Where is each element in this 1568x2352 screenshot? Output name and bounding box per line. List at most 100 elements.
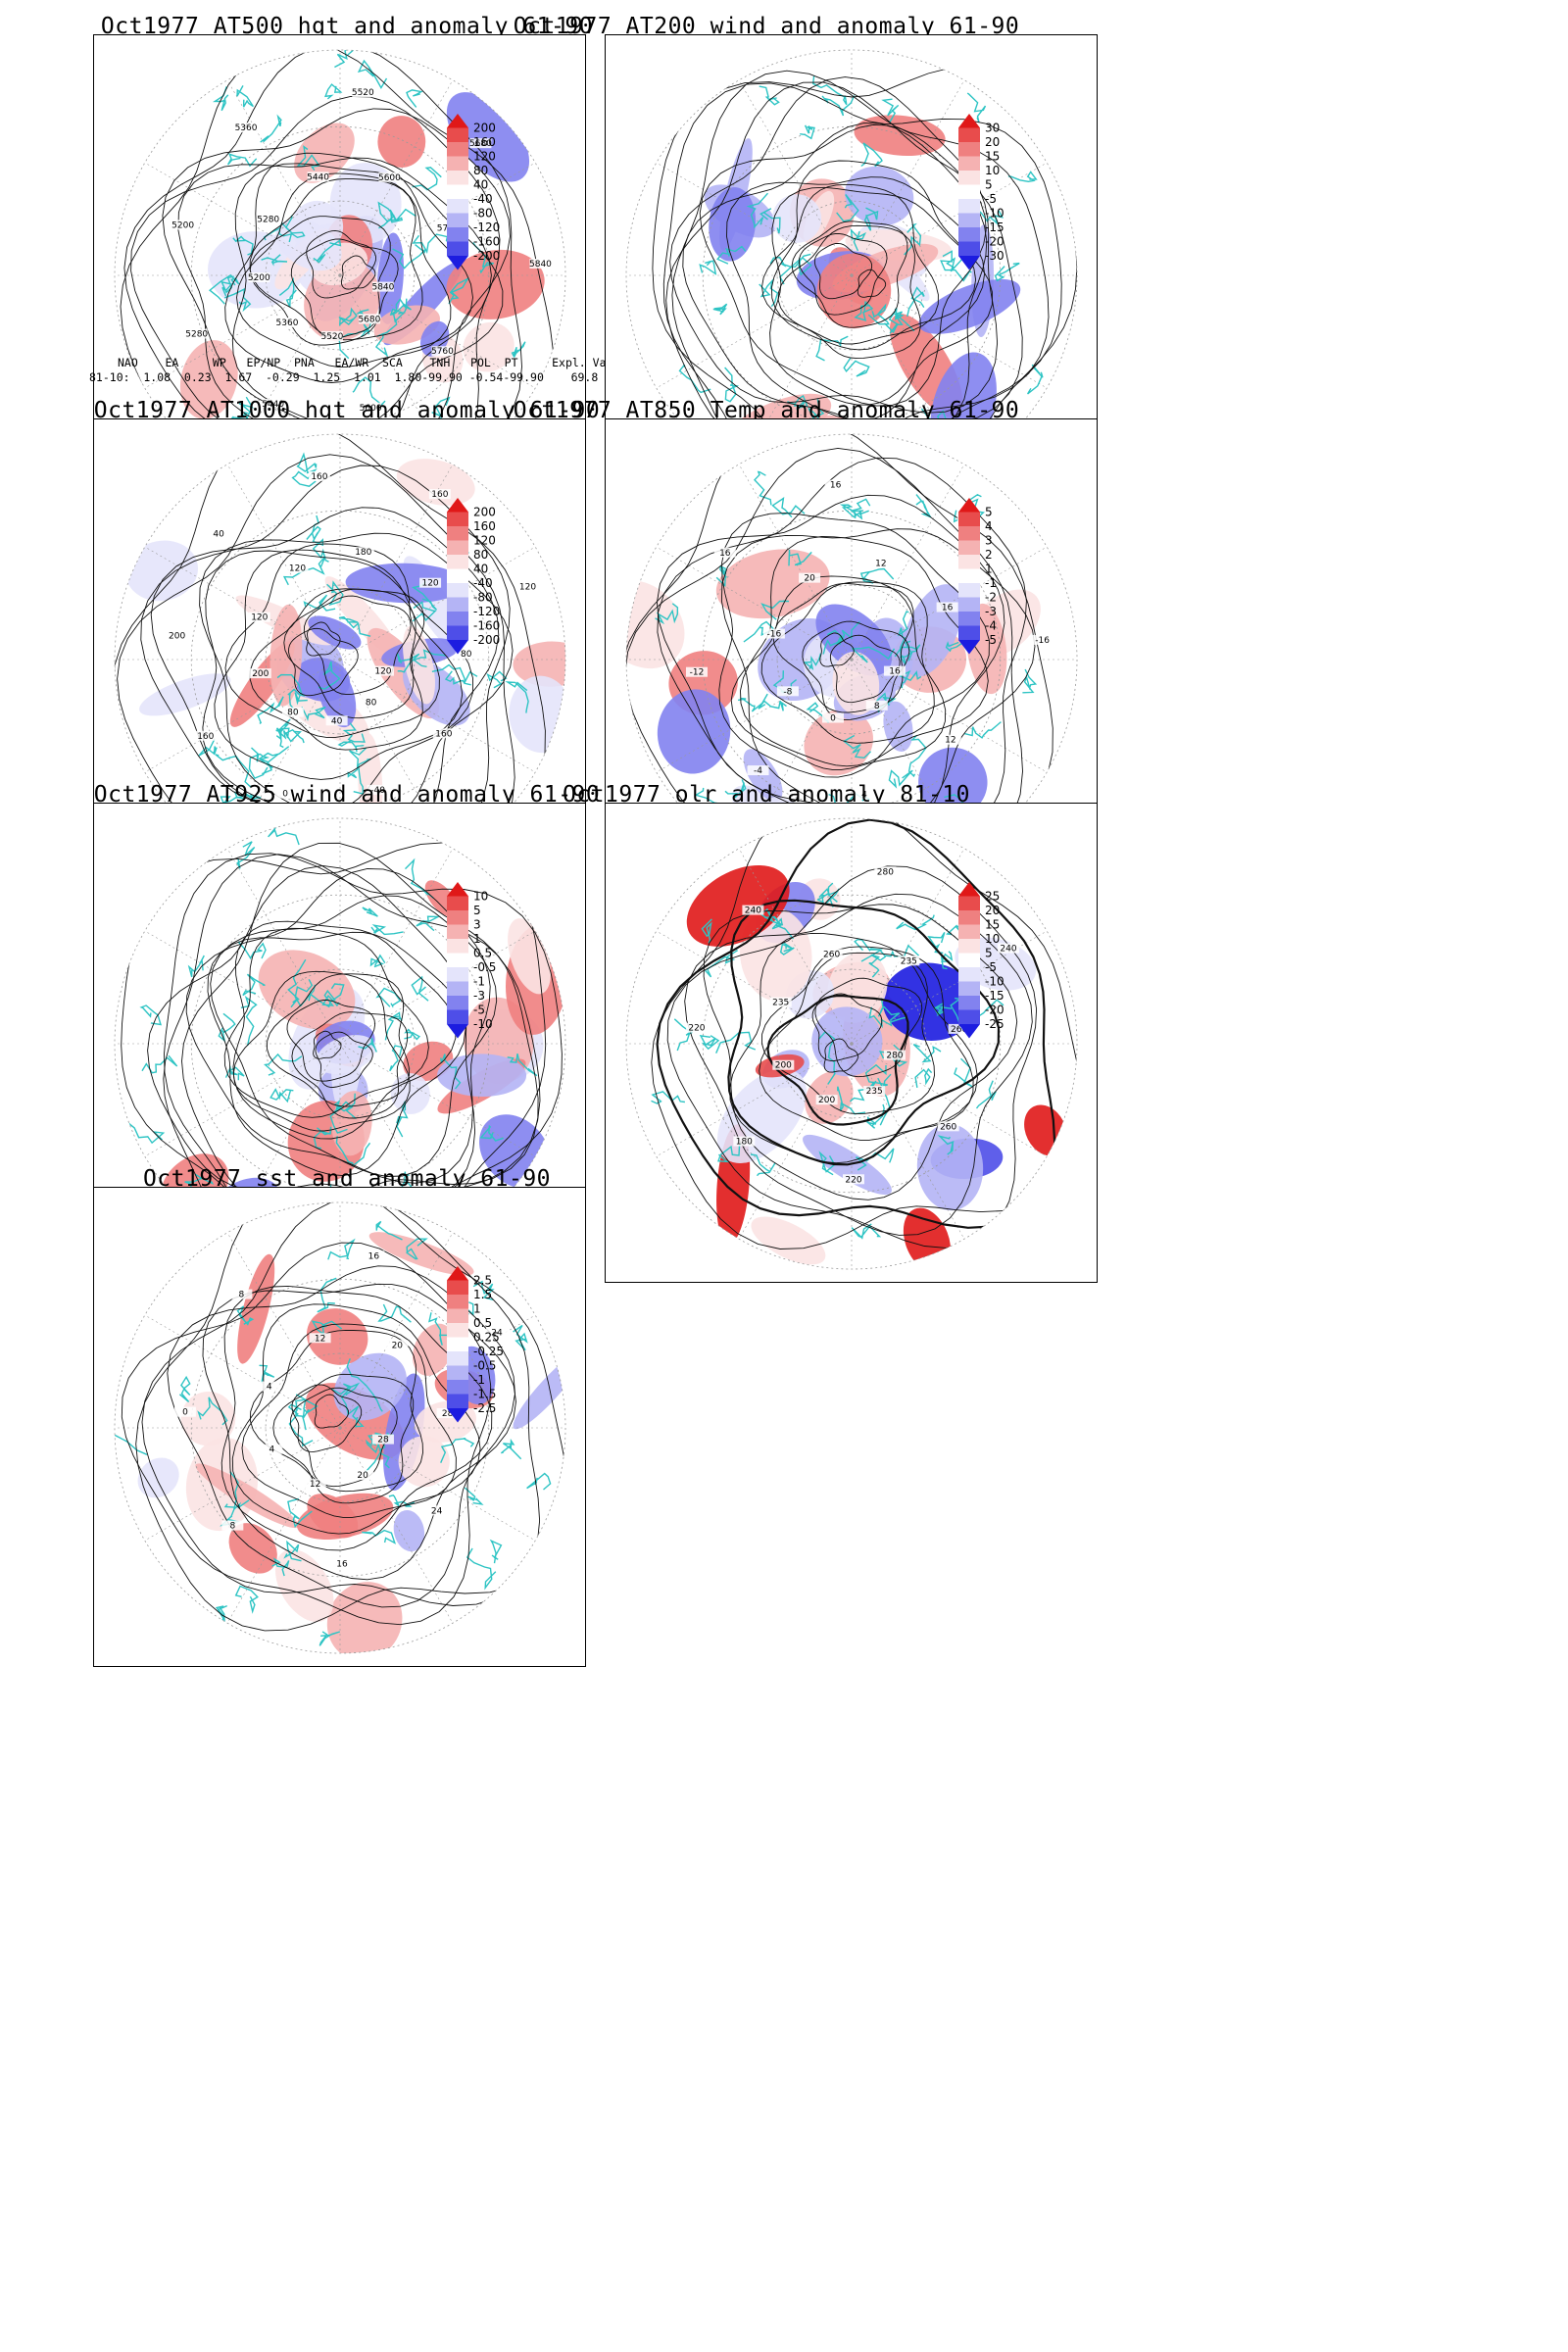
meridian-line: [656, 274, 853, 389]
contour-label-bg: [367, 784, 389, 795]
contour-label-bg: [486, 1327, 509, 1338]
colorbar-segment: [447, 1380, 468, 1395]
colorbar-segment: [447, 142, 468, 157]
anomaly-shading: [827, 952, 888, 1023]
coastline: [412, 581, 438, 611]
contour-label-bg: [308, 470, 330, 481]
coastline: [303, 594, 336, 612]
streamline: [726, 176, 986, 421]
anomaly-shading: [294, 122, 355, 183]
contour-label-bg: [820, 949, 843, 959]
coastline: [405, 858, 434, 900]
anomaly-shading: [270, 604, 303, 707]
coastline: [198, 739, 218, 757]
colorbar-bottom-arrow: [447, 1408, 468, 1423]
colorbar-tick-label: 30: [985, 122, 1000, 135]
colorbar-segment: [958, 939, 980, 954]
coastline: [396, 653, 420, 673]
colorbar-sst: 2.5 1.5 1 0.5 0.25 -0.25 -0.5 -1 -1.5 -2.5: [447, 1266, 525, 1456]
anomaly-shading: [390, 1073, 430, 1114]
contour-line: [241, 1323, 457, 1518]
anomaly-shading: [228, 1523, 277, 1574]
colorbar-tick-label: -3: [473, 989, 485, 1003]
contour-label-bg: [257, 214, 279, 224]
coastline: [390, 208, 416, 223]
colorbar-tick-label: 80: [473, 164, 488, 177]
anomaly-shading: [751, 1216, 826, 1265]
colorbar-segment: [958, 142, 980, 157]
colorbar-segment: [447, 612, 468, 626]
coastline: [448, 276, 470, 305]
anomaly-shading: [854, 115, 946, 157]
coastline: [760, 208, 781, 234]
contour-label-bg: [776, 686, 799, 697]
contour-label-bg: [235, 122, 258, 133]
meridian-line: [144, 1314, 341, 1429]
colorbar-segment: [958, 910, 980, 925]
colorbar-segment: [958, 896, 980, 910]
coastline: [867, 303, 890, 325]
coastline: [440, 1438, 475, 1463]
contour-line: [202, 1283, 516, 1581]
coastline: [357, 59, 388, 90]
colorbar-segment: [958, 967, 980, 982]
contour-line: [823, 1038, 858, 1073]
coastline: [914, 1067, 933, 1089]
contour-label: 5760: [431, 347, 454, 357]
coastline: [513, 1324, 528, 1351]
contour-label: 260: [951, 1025, 967, 1035]
contour-label-bg: [194, 730, 217, 741]
coastline: [377, 201, 398, 229]
contour-label-bg: [360, 402, 382, 413]
meridian-line: [144, 659, 341, 773]
colorbar-wind200: 30 20 15 10 5 -5 -10 -15 -20 -30: [958, 114, 1037, 304]
colorbar-tick-label: 200: [473, 122, 496, 135]
coastline: [854, 300, 874, 321]
coastline: [428, 1312, 450, 1346]
coastline: [301, 706, 326, 721]
colorbar-bottom-arrow: [447, 256, 468, 270]
coastline: [1026, 364, 1044, 395]
contour-label: 200: [818, 1096, 835, 1105]
map-layer-hgt500: 5840 5760 5680 5600 5520 5440 5360 5280 5200 5200…: [115, 50, 565, 501]
coastline: [865, 1103, 885, 1129]
coastline: [511, 341, 526, 358]
coastline: [899, 669, 922, 689]
coastline: [724, 779, 747, 799]
contour-label-bg: [360, 697, 382, 708]
colorbar-top-arrow: [958, 882, 980, 897]
coastline: [412, 601, 437, 622]
anomaly-shading: [845, 166, 914, 226]
contour-label-bg: [262, 398, 284, 409]
streamline: [181, 842, 539, 1216]
coastline: [236, 1305, 255, 1326]
coastline: [139, 1004, 162, 1026]
contour-label: 16: [336, 1559, 348, 1569]
colorbar-tick-label: -2: [985, 591, 997, 605]
coastline: [940, 250, 972, 282]
coastline: [287, 1497, 313, 1529]
anomaly-shading: [1024, 1104, 1067, 1156]
contour-label: -8: [783, 687, 792, 697]
contour-label-bg: [733, 1136, 756, 1147]
colorbar-tick-label: -40: [473, 576, 493, 590]
contour-label: 80: [461, 650, 472, 660]
anomaly-shading: [403, 625, 435, 705]
colorbar-hgt500: 200 160 120 80 40 -40 -80 -120 -160 -200: [447, 114, 525, 304]
contour-label: 5600: [378, 173, 401, 183]
colorbar-tick-label: 1.5: [473, 1288, 492, 1301]
contour-label-bg: [221, 1520, 244, 1531]
anomaly-shading: [657, 689, 731, 774]
coastline: [294, 978, 317, 1007]
meridian-line: [339, 1427, 536, 1542]
coastline: [327, 1238, 356, 1260]
contour-label: 5520: [320, 332, 343, 342]
meridian-line: [339, 930, 536, 1045]
contour-label: 160: [197, 732, 214, 742]
colorbar-tick-label: -120: [473, 605, 500, 618]
coastline: [236, 85, 254, 108]
anomaly-shading: [396, 459, 475, 506]
contour-label-bg: [853, 789, 875, 800]
contour-label: 5280: [257, 215, 279, 224]
contour-label: 5840: [371, 283, 394, 293]
